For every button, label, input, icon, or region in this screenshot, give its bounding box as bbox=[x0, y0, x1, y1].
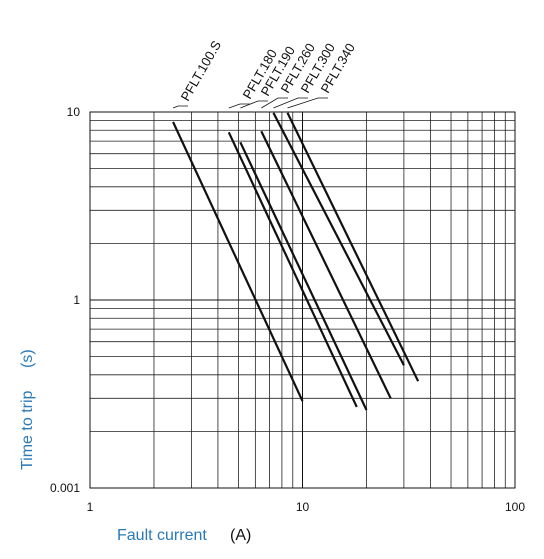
y-tick-label: 10 bbox=[67, 105, 81, 119]
y-axis-unit: (s) bbox=[19, 349, 36, 368]
x-tick-label: 1 bbox=[87, 500, 94, 514]
leader-line bbox=[172, 105, 188, 109]
x-tick-label: 100 bbox=[505, 500, 525, 514]
series-line bbox=[239, 141, 368, 411]
series-line bbox=[227, 131, 358, 408]
y-tick-label: 0.001 bbox=[50, 481, 80, 495]
leader-line bbox=[273, 97, 308, 109]
leader-line bbox=[240, 100, 268, 109]
series-line bbox=[172, 121, 304, 402]
x-axis-unit: (A) bbox=[230, 527, 251, 544]
series-line bbox=[272, 112, 405, 366]
leader-line bbox=[228, 103, 250, 109]
series-line bbox=[260, 130, 392, 399]
series-label: PFLT.100.S bbox=[178, 38, 225, 104]
series-line bbox=[286, 112, 420, 382]
x-axis-label: Fault current bbox=[117, 527, 207, 544]
plot-frame bbox=[89, 111, 516, 489]
x-tick-label: 10 bbox=[296, 500, 310, 514]
y-tick-label: 1 bbox=[73, 293, 80, 307]
y-axis-label: Time to trip bbox=[19, 390, 36, 470]
leader-line bbox=[287, 97, 328, 109]
leader-line bbox=[261, 97, 288, 109]
